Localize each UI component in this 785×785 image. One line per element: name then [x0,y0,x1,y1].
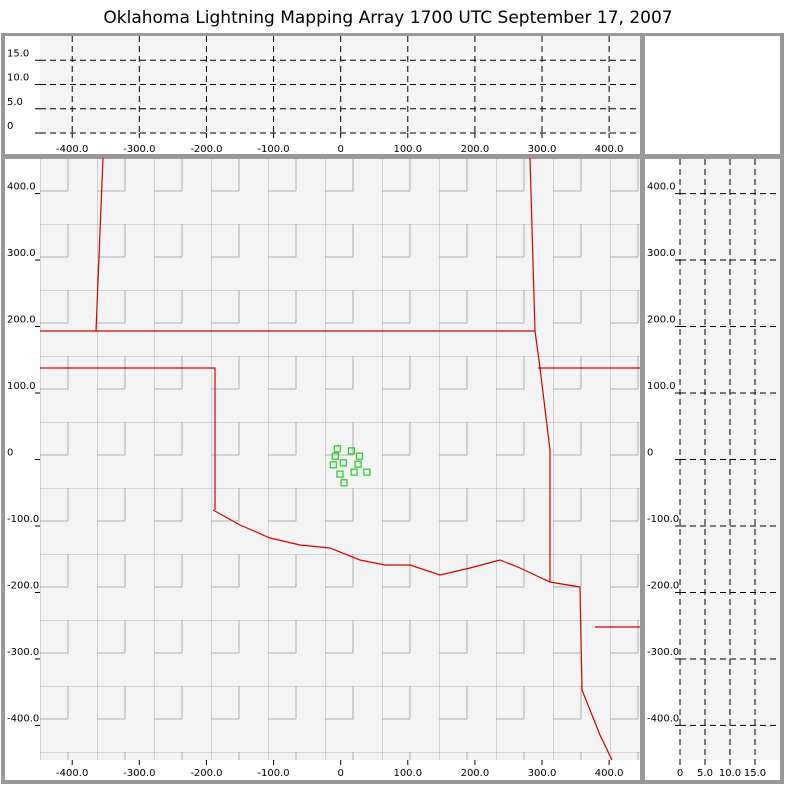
lightning-source [333,445,341,453]
y-tick-label: 5.0 [7,97,23,108]
corner-panel [645,36,780,154]
x-tick-label: -200.0 [190,768,222,779]
lightning-source [340,479,348,487]
x-tick-label: 200.0 [461,144,490,155]
y-tick-label: 400.0 [647,182,676,193]
base-map [40,158,640,760]
x-tick-label: 200.0 [461,768,490,779]
title: Oklahoma Lightning Mapping Array 1700 UT… [103,8,672,28]
x-tick-label: 400.0 [595,144,624,155]
y-tick-label: 300.0 [7,248,36,259]
x-tick-label: 300.0 [528,144,557,155]
y-tick-label: -300.0 [647,647,679,658]
x-tick-label: -100.0 [257,144,289,155]
x-tick-label: 400.0 [595,768,624,779]
lightning-source [331,452,339,460]
chart-layer: -400.0 -300.0 -200.0 -100.0 0 100.0 200.0 300.0… [7,36,780,779]
county-lines [40,158,640,760]
x-tick-label: 300.0 [528,768,557,779]
x-tick-label: 10.0 [719,768,741,779]
y-tick-label: 200.0 [7,315,36,326]
y-tick-label: -100.0 [7,514,39,525]
lightning-source [336,470,344,478]
y-tick-label: 400.0 [7,182,36,193]
x-tick-label: -400.0 [56,768,88,779]
y-tick-label: 200.0 [647,315,676,326]
lightning-source [354,460,362,468]
x-tick-label: -200.0 [190,144,222,155]
y-tick-label: 100.0 [7,381,36,392]
x-tick-label: 100.0 [393,768,422,779]
y-tick-label: 0 [7,121,13,132]
y-tick-label: -400.0 [7,713,39,724]
y-tick-label: 15.0 [7,48,29,59]
x-tick-label: 5.0 [697,768,713,779]
x-tick-label: 0 [337,768,343,779]
x-tick-label: -100.0 [257,768,289,779]
lightning-source [347,447,356,455]
y-tick-label: 10.0 [7,73,29,84]
state-border [40,158,640,760]
y-tick-label: -200.0 [7,580,39,591]
y-tick-label: -200.0 [647,580,679,591]
lightning-source [363,468,371,476]
x-tick-label: -400.0 [56,144,88,155]
x-tick-label: -300.0 [123,768,155,779]
lightning-source [339,459,347,467]
lightning-source [350,468,358,476]
x-tick-label: -300.0 [123,144,155,155]
y-tick-label: 100.0 [647,381,676,392]
y-tick-label: -400.0 [647,713,679,724]
x-tick-label: 0 [337,144,343,155]
x-tick-label: 100.0 [393,144,422,155]
y-tick-label: -300.0 [7,647,39,658]
y-tick-label: 0 [7,448,13,459]
y-tick-label: 300.0 [647,248,676,259]
y-tick-label: 0 [647,448,653,459]
lightning-source [355,452,364,460]
lightning-source [329,461,337,469]
x-tick-label: 0 [677,768,683,779]
x-tick-label: 15.0 [744,768,766,779]
y-tick-label: -100.0 [647,514,679,525]
